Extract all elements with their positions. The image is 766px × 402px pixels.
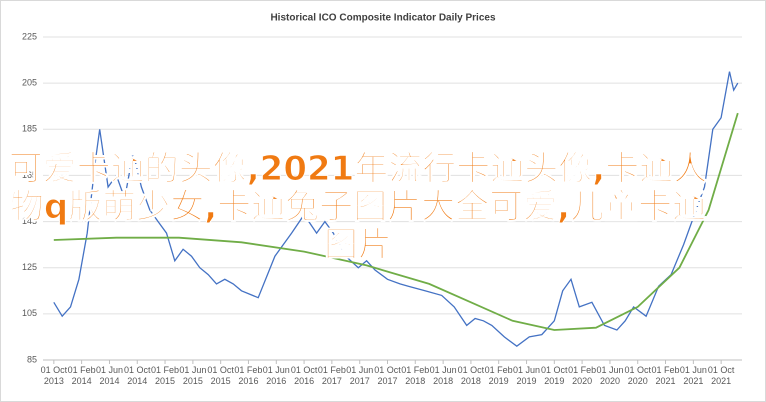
x-tick-label: 01 Feb 2021 bbox=[651, 365, 680, 386]
y-tick-label: 145 bbox=[22, 216, 37, 226]
x-tick-label: 01 Feb 2014 bbox=[67, 365, 96, 386]
x-tick-label: 01 Jun 2018 bbox=[429, 365, 457, 386]
x-tick-label: 01 Jun 2020 bbox=[596, 365, 624, 386]
y-tick-label: 85 bbox=[27, 354, 37, 364]
x-tick-label: 01 Oct 2016 bbox=[290, 365, 318, 386]
line-series bbox=[53, 71, 739, 348]
y-tick-label: 185 bbox=[22, 124, 37, 134]
x-tick-label: 01 Oct 2020 bbox=[624, 365, 651, 386]
y-tick-label: 105 bbox=[22, 308, 37, 318]
y-tick-label: 165 bbox=[22, 170, 37, 180]
x-tick-label: 01 Oct 2015 bbox=[207, 365, 234, 386]
y-tick-label: 225 bbox=[22, 31, 37, 41]
x-tick-label: 01 Oct 2017 bbox=[374, 365, 401, 386]
x-tick-label: 01 Jun 2014 bbox=[95, 365, 123, 386]
x-tick-label: 01 Oct 2014 bbox=[123, 365, 151, 386]
x-tick-label: 01 Jun 2015 bbox=[179, 365, 207, 386]
x-tick-label: 01 Feb 2015 bbox=[151, 365, 180, 386]
x-tick-label: 01 Jun 2017 bbox=[346, 365, 374, 386]
y-tick-label: 205 bbox=[22, 78, 37, 88]
overlay-text: 可爱卡通的头像,2021年流行卡通头像,卡通人物q版萌少女,卡通兔子图片大全可爱… bbox=[8, 149, 708, 265]
x-tick-label: 01 Feb 2018 bbox=[401, 365, 430, 386]
chart-title: Historical ICO Composite Indicator Daily… bbox=[270, 13, 496, 24]
x-tick-label: 01 Jun 2021 bbox=[679, 365, 707, 386]
x-tick-label: 01 Oct 2019 bbox=[541, 365, 568, 386]
x-tick-label: 01 Feb 2017 bbox=[317, 365, 346, 386]
line-series bbox=[53, 112, 739, 331]
x-tick-label: 01 Feb 2020 bbox=[568, 365, 597, 386]
x-tick-label: 01 Feb 2019 bbox=[484, 365, 513, 386]
x-tick-label: 01 Oct 2013 bbox=[40, 365, 68, 386]
x-tick-label: 01 Jun 2016 bbox=[262, 365, 290, 386]
x-tick-label: 01 Feb 2016 bbox=[234, 365, 263, 386]
x-tick-label: 01 Oct 2021 bbox=[707, 365, 735, 386]
x-tick-label: 01 Oct 2018 bbox=[457, 365, 485, 386]
y-tick-label: 125 bbox=[22, 262, 37, 272]
x-tick-label: 01 Jun 2019 bbox=[513, 365, 541, 386]
